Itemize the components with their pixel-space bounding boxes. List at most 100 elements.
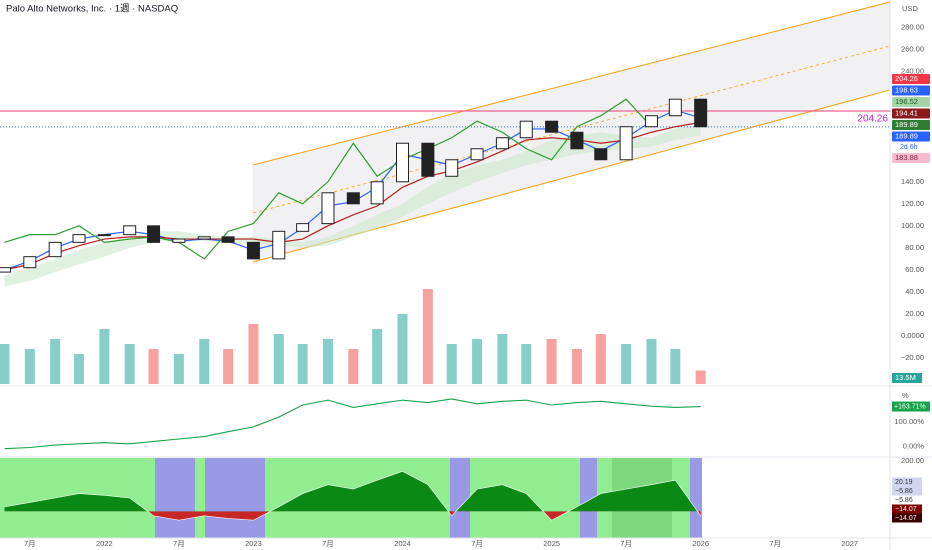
- volume-bar: [322, 339, 333, 384]
- right-label-bg: [892, 513, 922, 523]
- right-label: 20.19: [895, 479, 913, 486]
- y-tick-label: 80.00: [905, 243, 924, 252]
- volume-bar: [446, 344, 457, 384]
- volume-bar: [397, 314, 408, 384]
- volume-bar: [546, 339, 557, 384]
- x-tick-label: 7月: [24, 539, 36, 548]
- candle-body: [644, 115, 658, 128]
- y-tick-label: 0.00%: [903, 441, 925, 450]
- candle-body: [23, 256, 37, 269]
- price-label: 196.52: [895, 97, 918, 106]
- candle-body: [545, 120, 559, 133]
- x-tick-label: 2027: [841, 539, 858, 548]
- x-tick-label: 7月: [322, 539, 334, 548]
- right-label-bg: [892, 504, 922, 514]
- oscillator-area: [4, 511, 701, 521]
- candle-body: [0, 267, 11, 273]
- oscillator-area: [4, 471, 698, 512]
- volume-bar: [223, 349, 234, 384]
- price-label-bg: [892, 85, 930, 96]
- volume-bar: [422, 289, 433, 384]
- volume-bar: [646, 339, 657, 384]
- y-tick-label: 240.00: [901, 67, 924, 76]
- price-label-bg: [892, 131, 930, 142]
- volume-bar: [99, 329, 110, 384]
- volume-bar: [670, 349, 681, 384]
- y-tick-label: 280.00: [901, 23, 924, 32]
- y-tick-label: 120.00: [901, 199, 924, 208]
- y-tick-label: 100.00: [901, 221, 924, 230]
- volume-bar: [297, 344, 308, 384]
- x-tick-label: 2024: [394, 539, 411, 548]
- x-tick-label: 7月: [173, 539, 185, 548]
- volume-bar: [595, 334, 606, 384]
- volume-bar: [74, 354, 85, 384]
- last-label-bg: [892, 401, 930, 412]
- right-label: −5.86: [895, 497, 913, 504]
- volume-bar: [695, 370, 706, 384]
- candle-body: [694, 98, 708, 128]
- volume-bar: [24, 349, 35, 384]
- price-label: 194.41: [895, 108, 918, 117]
- scale-label: 200.00: [901, 456, 924, 465]
- candle-body: [594, 148, 608, 161]
- candle-body: [72, 234, 86, 243]
- candle-body: [570, 131, 584, 150]
- horizontal-line-label: 204.26: [857, 114, 888, 125]
- indicator-line: [4, 121, 701, 271]
- x-tick-label: 7月: [471, 539, 483, 548]
- y-tick-label: 140.00: [901, 177, 924, 186]
- price-label-bg: [892, 120, 930, 130]
- candle-body: [197, 236, 211, 240]
- last-label: +163.71%: [894, 403, 926, 410]
- candle-body: [296, 223, 310, 232]
- right-label-bg: [892, 495, 922, 505]
- y-tick-label: −20.00: [901, 353, 924, 362]
- candle-body: [396, 142, 410, 183]
- candle-body: [445, 159, 459, 177]
- y-tick-label: 40.00: [905, 287, 924, 296]
- volume-bar: [0, 344, 10, 384]
- x-tick-label: 7月: [620, 539, 632, 548]
- x-tick-label: 2023: [245, 539, 262, 548]
- volume-label-bg: [892, 373, 922, 383]
- right-label: −14.07: [895, 515, 917, 522]
- y-tick-label: 20.00: [905, 309, 924, 318]
- candle-body: [123, 225, 137, 236]
- candle-body: [619, 126, 633, 161]
- right-label: −5.86: [895, 488, 913, 495]
- y-tick-label: 100.00%: [894, 417, 924, 426]
- channel-upper: [252, 1, 891, 166]
- candle-body: [668, 98, 682, 117]
- unit-label: %: [902, 391, 909, 400]
- x-tick-label: 7月: [769, 539, 781, 548]
- volume-bar: [571, 349, 582, 384]
- candle-body: [246, 241, 260, 260]
- volume-label: 13.5M: [895, 373, 916, 382]
- countdown: 2d 6h: [900, 144, 918, 151]
- currency: USD: [902, 4, 918, 13]
- performance-line: [4, 398, 701, 450]
- x-tick-label: 2025: [543, 539, 560, 548]
- candle-body: [221, 236, 235, 243]
- volume-bar: [148, 349, 159, 384]
- volume-bar: [199, 339, 210, 384]
- candle-body: [370, 181, 384, 205]
- candle-body: [48, 241, 62, 258]
- volume-bar: [497, 334, 508, 384]
- cloud-label-bg: [892, 153, 930, 163]
- candle-body: [519, 120, 533, 139]
- volume-bar: [348, 349, 359, 384]
- indicator-line: [4, 98, 652, 260]
- candle-body: [495, 137, 509, 150]
- y-tick-label: 60.00: [905, 265, 924, 274]
- candle-body: [321, 192, 335, 225]
- candle-body: [470, 148, 484, 161]
- price-label: 189.89: [895, 131, 918, 140]
- price-label-bg: [892, 97, 930, 107]
- x-tick-label: 2022: [96, 539, 113, 548]
- candle-body: [421, 142, 435, 177]
- candle-body: [97, 234, 111, 237]
- price-label: 204.26: [895, 74, 918, 83]
